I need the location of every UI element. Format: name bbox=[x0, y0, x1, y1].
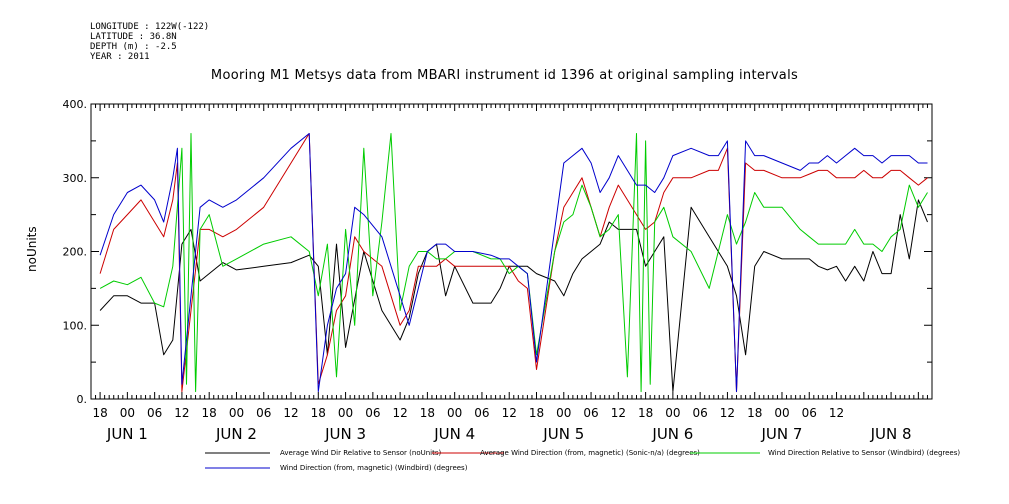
x-hour-label: 06 bbox=[693, 406, 708, 420]
x-hour-label: 18 bbox=[747, 406, 762, 420]
series-line-1 bbox=[99, 199, 928, 393]
plot-frame bbox=[90, 103, 933, 400]
x-hour-label: 18 bbox=[92, 406, 107, 420]
y-tick-label: 200. bbox=[63, 246, 88, 259]
chart-title: Mooring M1 Metsys data from MBARI instru… bbox=[210, 68, 799, 83]
y-tick-label: 100. bbox=[63, 319, 88, 332]
x-hour-label: 12 bbox=[174, 406, 189, 420]
year-text: YEAR : 2011 bbox=[90, 52, 150, 62]
y-tick-label: 400. bbox=[63, 98, 88, 111]
x-day-label: JUN 2 bbox=[215, 425, 257, 443]
x-hour-label: 00 bbox=[338, 406, 353, 420]
x-hour-label: 18 bbox=[311, 406, 326, 420]
series-line-4 bbox=[99, 133, 928, 393]
x-hour-label: 12 bbox=[283, 406, 298, 420]
x-day-label: JUN 1 bbox=[106, 425, 148, 443]
x-day-label: JUN 5 bbox=[542, 425, 584, 443]
x-hour-label: 06 bbox=[583, 406, 598, 420]
legend-label-2: Average Wind Direction (from, magnetic) … bbox=[480, 449, 700, 457]
x-hour-label: 06 bbox=[147, 406, 162, 420]
x-hour-label: 00 bbox=[120, 406, 135, 420]
series-line-3 bbox=[99, 133, 928, 393]
x-hour-label: 18 bbox=[529, 406, 544, 420]
x-hour-label: 06 bbox=[256, 406, 271, 420]
y-tick-label: 300. bbox=[63, 172, 88, 185]
x-hour-label: 06 bbox=[802, 406, 817, 420]
legend-label-3: Wind Direction Relative to Sensor (Windb… bbox=[768, 449, 960, 457]
x-hour-label: 00 bbox=[229, 406, 244, 420]
x-day-label: JUN 6 bbox=[651, 425, 693, 443]
x-hour-label: 18 bbox=[638, 406, 653, 420]
depth-text: DEPTH (m) : -2.5 bbox=[90, 42, 177, 52]
x-hour-label: 00 bbox=[774, 406, 789, 420]
longitude-text: LONGITUDE : 122W(-122) bbox=[90, 22, 210, 32]
x-day-label: JUN 8 bbox=[870, 425, 912, 443]
x-hour-label: 00 bbox=[556, 406, 571, 420]
x-hour-label: 12 bbox=[392, 406, 407, 420]
x-day-label: JUN 7 bbox=[761, 425, 803, 443]
series-line-2 bbox=[99, 133, 928, 393]
x-hour-label: 00 bbox=[665, 406, 680, 420]
x-day-label: JUN 4 bbox=[433, 425, 475, 443]
y-tick-label: 0. bbox=[77, 393, 88, 406]
x-hour-label: 12 bbox=[829, 406, 844, 420]
x-hour-label: 12 bbox=[720, 406, 735, 420]
x-hour-label: 18 bbox=[420, 406, 435, 420]
x-hour-label: 06 bbox=[365, 406, 380, 420]
x-hour-label: 12 bbox=[502, 406, 517, 420]
metadata-block: LONGITUDE : 122W(-122) LATITUDE : 36.8N … bbox=[90, 22, 209, 62]
x-day-label: JUN 3 bbox=[324, 425, 366, 443]
x-hour-label: 00 bbox=[447, 406, 462, 420]
x-hour-label: 06 bbox=[474, 406, 489, 420]
legend-label-1: Average Wind Dir Relative to Sensor (noU… bbox=[280, 449, 441, 457]
x-hour-label: 18 bbox=[202, 406, 217, 420]
x-hour-label: 12 bbox=[611, 406, 626, 420]
legend-label-4: Wind Direction (from, magnetic) (Windbir… bbox=[280, 464, 468, 472]
latitude-text: LATITUDE : 36.8N bbox=[90, 32, 177, 42]
